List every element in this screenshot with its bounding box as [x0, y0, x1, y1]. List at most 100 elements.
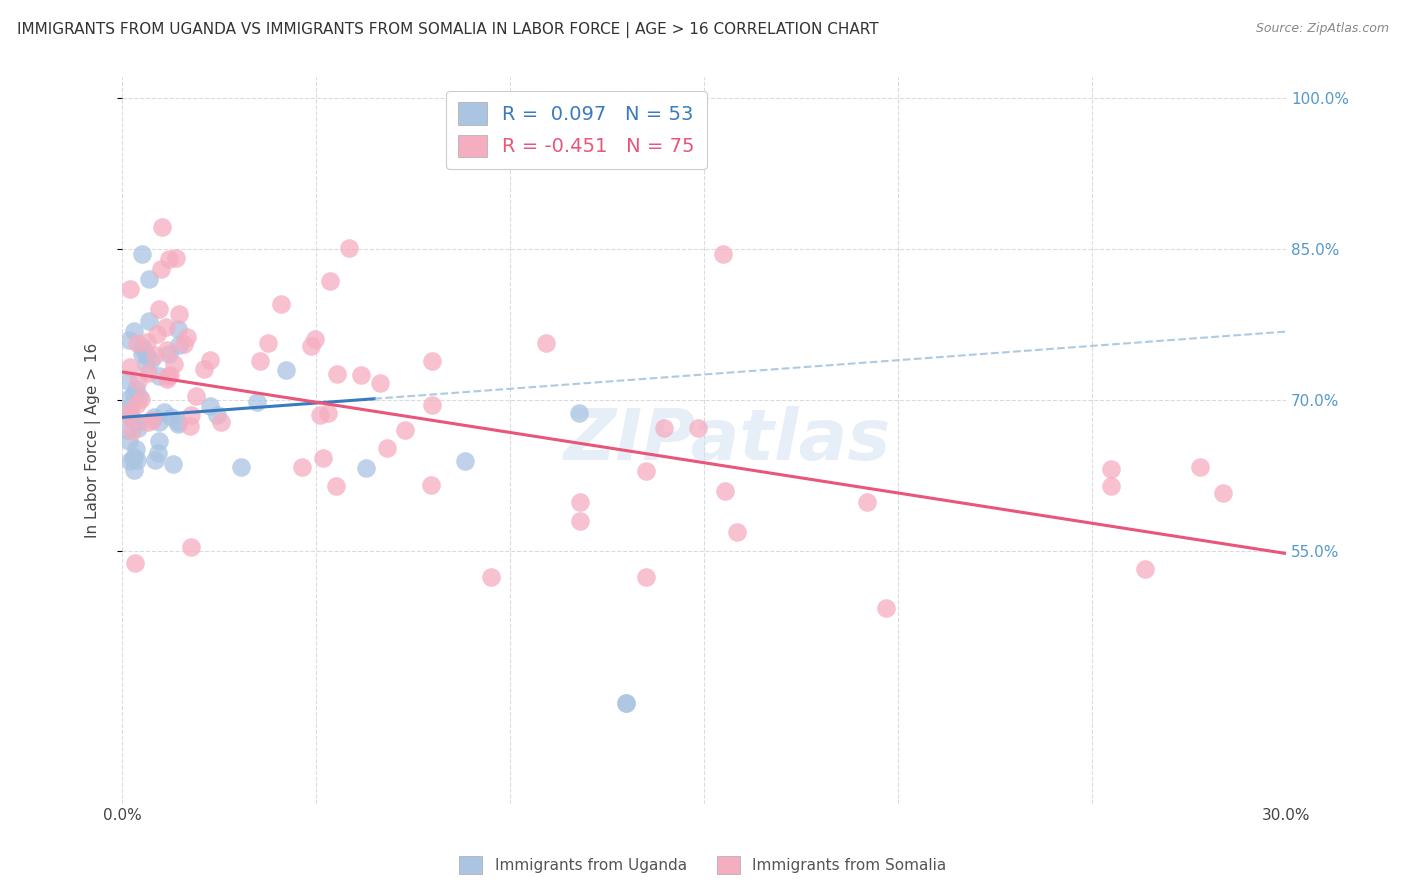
Point [166, 321, 188, 335]
Point [156, 372, 179, 386]
Point [686, 421, 709, 435]
Point [326, 368, 349, 382]
Point [143, 452, 166, 467]
Point [122, 463, 145, 477]
Point [125, 382, 148, 396]
Point [115, 423, 138, 437]
Point [318, 406, 340, 420]
Point [127, 397, 149, 411]
Point [299, 339, 322, 353]
Point [131, 247, 153, 261]
Point [148, 369, 170, 384]
Point [246, 395, 269, 409]
Point [162, 457, 184, 471]
Point [118, 434, 141, 449]
Point [125, 452, 148, 467]
Point [127, 374, 149, 388]
Point [184, 389, 207, 403]
Point [167, 415, 190, 429]
Point [714, 483, 737, 498]
Y-axis label: In Labor Force | Age > 16: In Labor Force | Age > 16 [86, 343, 101, 538]
Point [135, 334, 157, 349]
Point [179, 419, 201, 434]
Point [127, 421, 149, 435]
Point [121, 451, 143, 466]
Point [163, 357, 186, 371]
Point [180, 540, 202, 554]
Point [276, 362, 298, 376]
Point [148, 302, 170, 317]
Point [453, 454, 475, 468]
Point [173, 336, 195, 351]
Point [309, 409, 332, 423]
Point [136, 366, 159, 380]
Point [131, 343, 153, 357]
Point [131, 340, 153, 354]
Point [205, 408, 228, 422]
Point [136, 415, 159, 429]
Point [229, 460, 252, 475]
Point [156, 368, 179, 383]
Point [725, 525, 748, 540]
Legend: Immigrants from Uganda, Immigrants from Somalia: Immigrants from Uganda, Immigrants from … [453, 850, 953, 880]
Point [128, 390, 150, 404]
Point [534, 335, 557, 350]
Point [135, 346, 157, 360]
Point [149, 262, 172, 277]
Point [156, 343, 179, 357]
Text: IMMIGRANTS FROM UGANDA VS IMMIGRANTS FROM SOMALIA IN LABOR FORCE | AGE > 16 CORR: IMMIGRANTS FROM UGANDA VS IMMIGRANTS FRO… [17, 22, 879, 38]
Point [160, 409, 183, 424]
Point [143, 348, 166, 362]
Point [855, 495, 877, 509]
Point [118, 454, 141, 468]
Point [337, 241, 360, 255]
Point [270, 297, 292, 311]
Point [875, 600, 897, 615]
Point [117, 333, 139, 347]
Point [394, 423, 416, 437]
Point [634, 464, 657, 478]
Legend: R =  0.097   N = 53, R = -0.451   N = 75: R = 0.097 N = 53, R = -0.451 N = 75 [446, 91, 707, 169]
Point [120, 400, 142, 414]
Text: Source: ZipAtlas.com: Source: ZipAtlas.com [1256, 22, 1389, 36]
Point [312, 450, 335, 465]
Point [125, 442, 148, 457]
Point [150, 220, 173, 235]
Point [124, 414, 146, 428]
Point [176, 330, 198, 344]
Point [304, 332, 326, 346]
Point [135, 357, 157, 371]
Point [1099, 479, 1122, 493]
Point [616, 696, 638, 710]
Point [568, 406, 591, 420]
Point [124, 556, 146, 570]
Point [122, 387, 145, 401]
Point [115, 407, 138, 421]
Point [120, 282, 142, 296]
Point [142, 409, 165, 424]
Point [356, 461, 378, 475]
Point [166, 417, 188, 431]
Point [120, 359, 142, 374]
Point [420, 477, 443, 491]
Point [370, 376, 392, 390]
Point [125, 416, 148, 430]
Point [146, 327, 169, 342]
Point [1133, 562, 1156, 576]
Point [249, 354, 271, 368]
Point [1212, 486, 1234, 500]
Point [713, 247, 735, 261]
Point [291, 460, 314, 475]
Point [139, 353, 162, 368]
Point [350, 368, 373, 382]
Point [155, 320, 177, 334]
Point [138, 272, 160, 286]
Point [153, 405, 176, 419]
Point [167, 338, 190, 352]
Point [125, 336, 148, 351]
Point [652, 421, 675, 435]
Point [569, 495, 592, 509]
Point [209, 415, 232, 429]
Point [616, 696, 638, 710]
Point [124, 324, 146, 338]
